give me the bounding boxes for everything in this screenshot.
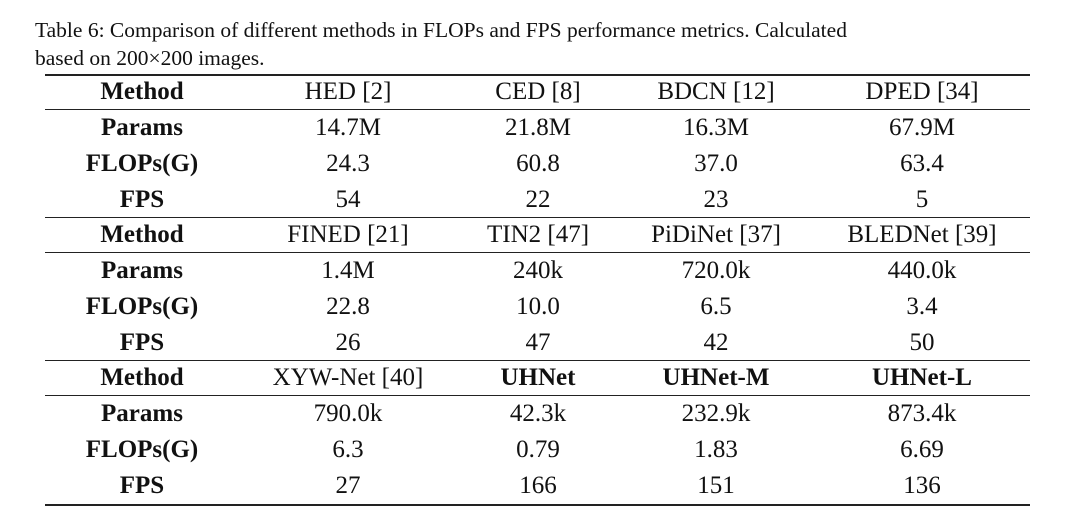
table-cell: 27 [335, 472, 361, 499]
table-cell: Params [101, 400, 183, 427]
table-cell: 63.4 [900, 150, 944, 177]
table-cell: 24.3 [326, 150, 370, 177]
table-cell: 151 [697, 472, 735, 499]
table-rule [45, 504, 1030, 506]
table-cell: 3.4 [906, 293, 938, 320]
table-cell: Params [101, 257, 183, 284]
table-rule [45, 74, 1030, 76]
table-rule [45, 109, 1030, 110]
table-cell: Params [101, 114, 183, 141]
table-cell: 47 [525, 329, 551, 356]
table-cell: FINED [21] [287, 221, 409, 248]
table-cell: UHNet-L [872, 364, 972, 391]
table-rule [45, 395, 1030, 396]
table-cell: 440.0k [887, 257, 957, 284]
table-cell: PiDiNet [37] [651, 221, 781, 248]
table-cell: 1.4M [321, 257, 375, 284]
table-cell: 873.4k [887, 400, 957, 427]
caption-line: based on 200×200 images. [35, 46, 265, 70]
table-cell: FLOPs(G) [85, 150, 199, 177]
table-cell: 23 [703, 186, 729, 213]
table-cell: BLEDNet [39] [847, 221, 997, 248]
table-cell: 6.5 [700, 293, 732, 320]
table-cell: 1.83 [694, 436, 738, 463]
table-cell: 14.7M [315, 114, 381, 141]
table-cell: 60.8 [516, 150, 560, 177]
table-cell: UHNet-M [662, 364, 770, 391]
table-cell: 790.0k [313, 400, 383, 427]
table-cell: 21.8M [505, 114, 571, 141]
table-cell: UHNet [500, 364, 576, 391]
table-cell: 240k [513, 257, 563, 284]
table-cell: 16.3M [683, 114, 749, 141]
table-cell: 166 [519, 472, 557, 499]
table-cell: 10.0 [516, 293, 560, 320]
table-cell: 0.79 [516, 436, 560, 463]
table-cell: BDCN [12] [657, 78, 775, 105]
table-cell: 22.8 [326, 293, 370, 320]
table-cell: XYW-Net [40] [272, 364, 424, 391]
table-cell: FLOPs(G) [85, 293, 199, 320]
table-cell: CED [8] [495, 78, 581, 105]
table-cell: HED [2] [304, 78, 392, 105]
table-cell: Method [100, 364, 184, 391]
caption-line: Table 6: Comparison of different methods… [35, 18, 847, 42]
table-cell: DPED [34] [865, 78, 979, 105]
table-cell: 6.69 [900, 436, 944, 463]
table-cell: 22 [525, 186, 551, 213]
table-rule [45, 217, 1030, 218]
table-cell: 50 [909, 329, 935, 356]
table-cell: 232.9k [681, 400, 751, 427]
table-cell: Method [100, 78, 184, 105]
table-cell: 5 [915, 186, 929, 213]
table-cell: FPS [119, 472, 165, 499]
table-cell: FLOPs(G) [85, 436, 199, 463]
table-cell: 26 [335, 329, 361, 356]
table-rule [45, 360, 1030, 361]
table-cell: 54 [335, 186, 361, 213]
table-cell: 42.3k [509, 400, 567, 427]
table-cell: TIN2 [47] [486, 221, 590, 248]
table-cell: 136 [903, 472, 941, 499]
table-cell: 37.0 [694, 150, 738, 177]
table-cell: FPS [119, 329, 165, 356]
table-cell: 67.9M [889, 114, 955, 141]
table-cell: 42 [703, 329, 729, 356]
table-cell: FPS [119, 186, 165, 213]
table-rule [45, 252, 1030, 253]
table-cell: Method [100, 221, 184, 248]
table-cell: 720.0k [681, 257, 751, 284]
table-cell: 6.3 [332, 436, 364, 463]
